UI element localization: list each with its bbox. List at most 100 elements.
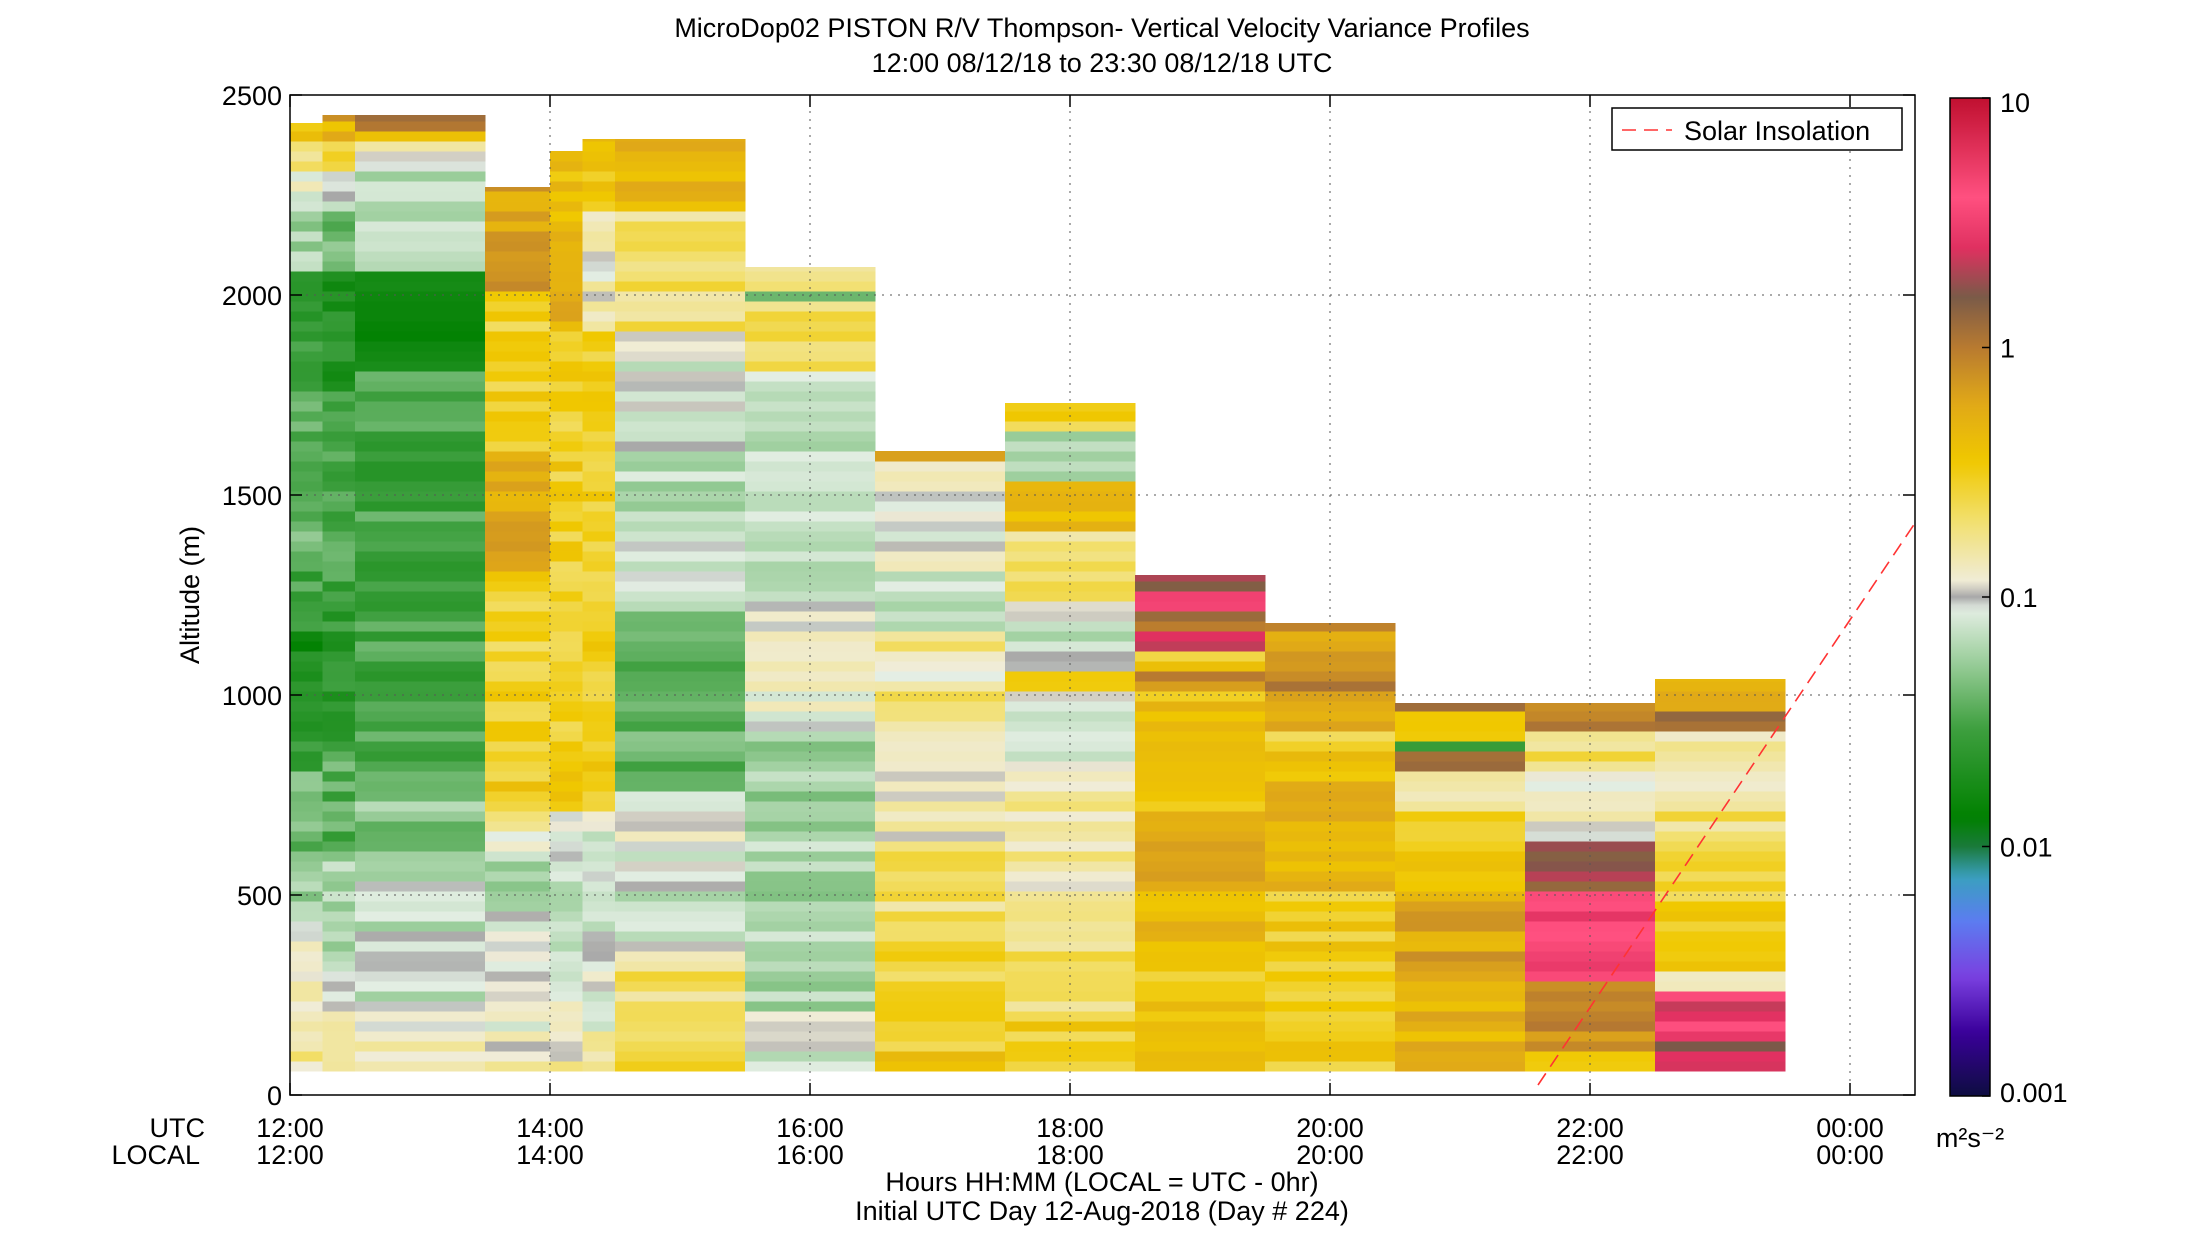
- variance-cell: [550, 861, 583, 872]
- y-axis-label: Altitude (m): [175, 526, 205, 664]
- variance-cell: [322, 201, 356, 212]
- variance-cell: [322, 291, 356, 302]
- variance-cell: [582, 1041, 616, 1052]
- variance-cell: [1525, 721, 1656, 732]
- variance-cell: [355, 571, 486, 582]
- variance-cell: [1135, 621, 1266, 632]
- variance-cell: [290, 651, 323, 662]
- variance-cell: [1655, 771, 1786, 782]
- variance-cell: [550, 661, 583, 672]
- variance-cell: [290, 781, 323, 792]
- variance-cell: [582, 381, 616, 392]
- variance-cell: [290, 641, 323, 652]
- variance-cell: [322, 831, 356, 842]
- variance-cell: [290, 531, 323, 542]
- variance-cell: [290, 471, 323, 482]
- variance-cell: [582, 391, 616, 402]
- variance-cell: [485, 741, 551, 752]
- variance-cell: [745, 871, 876, 882]
- variance-cell: [745, 1031, 876, 1042]
- variance-cell: [1395, 941, 1526, 952]
- variance-cell: [615, 341, 746, 352]
- variance-cell: [582, 1021, 616, 1032]
- variance-cell: [290, 131, 323, 142]
- variance-cell: [745, 641, 876, 652]
- variance-cell: [875, 901, 1006, 912]
- x-tick-label-local: 12:00: [256, 1140, 324, 1170]
- variance-cell: [1525, 881, 1656, 892]
- variance-cell: [875, 951, 1006, 962]
- variance-cell: [582, 401, 616, 412]
- variance-cell: [550, 241, 583, 252]
- variance-cell: [322, 431, 356, 442]
- variance-cell: [875, 701, 1006, 712]
- variance-cell: [875, 791, 1006, 802]
- variance-cell: [1655, 851, 1786, 862]
- variance-cell: [1135, 941, 1266, 952]
- variance-cell: [322, 115, 356, 122]
- variance-cell: [485, 391, 551, 402]
- variance-cell: [550, 951, 583, 962]
- variance-cell: [355, 121, 486, 132]
- variance-cell: [1135, 771, 1266, 782]
- x-tick-label-utc: 16:00: [776, 1113, 844, 1143]
- variance-cell: [875, 911, 1006, 922]
- variance-cell: [582, 931, 616, 942]
- variance-cell: [745, 551, 876, 562]
- colorbar-units: m²s⁻²: [1936, 1123, 2004, 1153]
- variance-cell: [290, 451, 323, 462]
- variance-cell: [582, 1031, 616, 1042]
- variance-cell: [1655, 781, 1786, 792]
- variance-cell: [1135, 1001, 1266, 1012]
- variance-cell: [1395, 1041, 1526, 1052]
- variance-cell: [355, 831, 486, 842]
- variance-cell: [582, 321, 616, 332]
- variance-cell: [550, 871, 583, 882]
- variance-cell: [322, 251, 356, 262]
- variance-cell: [322, 891, 356, 902]
- variance-cell: [1655, 831, 1786, 842]
- variance-cell: [1135, 881, 1266, 892]
- variance-cell: [1265, 721, 1396, 732]
- variance-cell: [290, 841, 323, 852]
- variance-cell: [1525, 711, 1656, 722]
- variance-cell: [1395, 711, 1526, 722]
- variance-cell: [745, 831, 876, 842]
- variance-cell: [355, 241, 486, 252]
- variance-cell: [485, 981, 551, 992]
- variance-cell: [355, 341, 486, 352]
- variance-cell: [615, 711, 746, 722]
- variance-cell: [1655, 871, 1786, 882]
- variance-cell: [615, 781, 746, 792]
- variance-cell: [1005, 781, 1136, 792]
- variance-cell: [550, 441, 583, 452]
- variance-cell: [745, 267, 876, 272]
- variance-cell: [1655, 811, 1786, 822]
- variance-cell: [485, 261, 551, 272]
- variance-cell: [1005, 861, 1136, 872]
- variance-cell: [1135, 691, 1266, 702]
- variance-cell: [1005, 511, 1136, 522]
- variance-cell: [875, 461, 1006, 472]
- variance-cell: [355, 551, 486, 562]
- variance-cell: [485, 971, 551, 982]
- variance-cell: [615, 351, 746, 362]
- variance-cell: [615, 581, 746, 592]
- variance-cell: [355, 381, 486, 392]
- variance-cell: [290, 871, 323, 882]
- variance-cell: [1005, 481, 1136, 492]
- variance-cell: [582, 261, 616, 272]
- variance-cell: [582, 701, 616, 712]
- variance-cell: [875, 681, 1006, 692]
- profile-column: [322, 115, 356, 1072]
- variance-cell: [322, 861, 356, 872]
- variance-cell: [550, 341, 583, 352]
- variance-cell: [322, 161, 356, 172]
- variance-cell: [875, 491, 1006, 502]
- variance-cell: [550, 161, 583, 172]
- variance-cell: [875, 1051, 1006, 1062]
- variance-cell: [1135, 641, 1266, 652]
- variance-cell: [550, 811, 583, 822]
- variance-cell: [485, 291, 551, 302]
- variance-cell: [550, 1011, 583, 1022]
